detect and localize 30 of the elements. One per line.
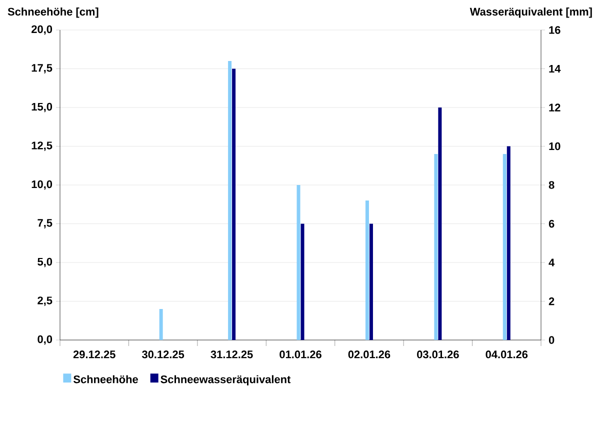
legend-label: Schneehöhe <box>74 375 138 384</box>
y-tick-label: 5,0 <box>38 258 52 268</box>
y-tick-label: 20,0 <box>32 25 52 35</box>
y-tick-label: 15,0 <box>32 102 52 112</box>
x-tick-label: 01.01.26 <box>280 350 322 358</box>
bar <box>159 309 163 340</box>
y-tick-label: 10,0 <box>32 180 52 190</box>
y2-axis-title: Wasseräquivalent [mm] <box>470 8 592 18</box>
y-tick-label: 17,5 <box>32 64 52 74</box>
x-tick-label: 04.01.26 <box>486 350 528 358</box>
y2-tick-label: 10 <box>549 142 560 150</box>
y2-tick-label: 12 <box>549 104 560 112</box>
x-tick-label: 29.12.25 <box>73 350 116 358</box>
y2-tick-label: 16 <box>549 26 560 34</box>
y2-tick-label: 6 <box>548 220 554 228</box>
legend-label: Schneewasseräquivalent <box>160 375 291 386</box>
y2-tick-label: 8 <box>548 181 554 189</box>
y-tick-label: 12,5 <box>32 142 52 151</box>
y-tick-label: 7,5 <box>38 219 52 228</box>
y-tick-label: 0,0 <box>38 335 52 345</box>
y-axis-title: Schneehöhe [cm] <box>8 8 98 18</box>
y2-tick-label: 14 <box>549 64 561 73</box>
y2-tick-label: 0 <box>548 336 554 344</box>
x-tick-label: 31.12.25 <box>210 350 253 358</box>
x-tick-label: 02.01.26 <box>348 350 390 358</box>
x-tick-label: 30.12.25 <box>142 350 184 358</box>
x-tick-label: 03.01.26 <box>417 350 459 358</box>
y-tick-label: 2,5 <box>38 296 52 306</box>
y2-tick-label: 2 <box>548 297 554 306</box>
y2-tick-label: 4 <box>548 258 555 266</box>
